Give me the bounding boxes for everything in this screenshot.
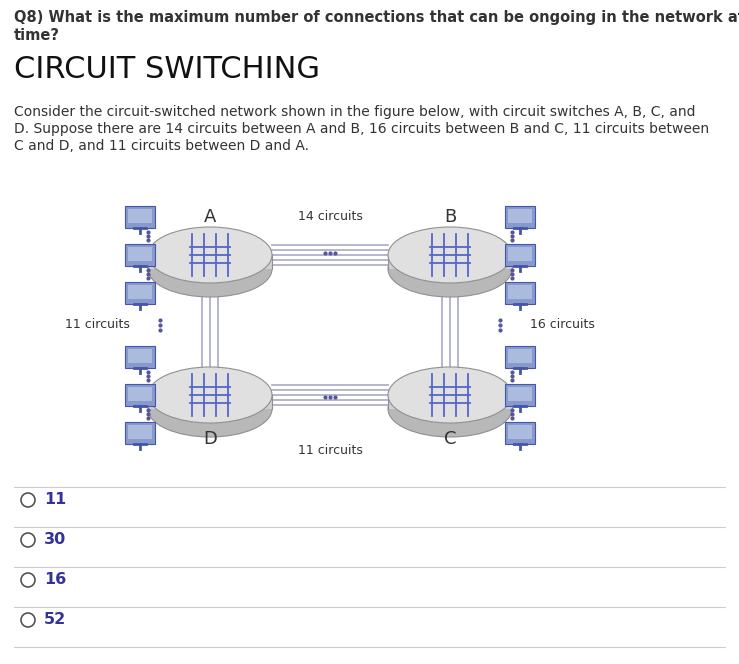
- Bar: [505, 346, 535, 368]
- Text: 11 circuits: 11 circuits: [298, 444, 362, 457]
- Bar: [505, 206, 535, 228]
- Bar: [125, 346, 155, 368]
- Ellipse shape: [148, 381, 272, 437]
- Bar: [125, 282, 155, 304]
- Bar: [505, 244, 535, 266]
- Bar: [128, 387, 152, 401]
- Ellipse shape: [388, 241, 512, 297]
- Bar: [148, 255, 272, 269]
- Text: A: A: [204, 208, 217, 226]
- Bar: [125, 244, 155, 266]
- Text: CIRCUIT SWITCHING: CIRCUIT SWITCHING: [14, 55, 320, 84]
- Bar: [125, 422, 155, 444]
- Bar: [128, 285, 152, 299]
- Text: D. Suppose there are 14 circuits between A and B, 16 circuits between B and C, 1: D. Suppose there are 14 circuits between…: [14, 122, 709, 136]
- Text: D: D: [203, 430, 217, 448]
- Text: 16: 16: [44, 572, 67, 588]
- Bar: [508, 209, 532, 223]
- Text: time?: time?: [14, 28, 60, 43]
- Text: 52: 52: [44, 612, 67, 627]
- Bar: [148, 395, 272, 409]
- Ellipse shape: [388, 381, 512, 437]
- Bar: [128, 349, 152, 363]
- Text: 11 circuits: 11 circuits: [65, 319, 130, 331]
- Text: 14 circuits: 14 circuits: [298, 210, 362, 224]
- Text: C: C: [443, 430, 456, 448]
- Ellipse shape: [388, 367, 512, 423]
- Bar: [128, 247, 152, 261]
- Bar: [508, 387, 532, 401]
- Ellipse shape: [148, 227, 272, 283]
- Bar: [125, 384, 155, 406]
- Bar: [505, 422, 535, 444]
- Text: Consider the circuit-switched network shown in the figure below, with circuit sw: Consider the circuit-switched network sh…: [14, 105, 695, 119]
- Bar: [388, 395, 512, 409]
- Text: 30: 30: [44, 533, 67, 548]
- Ellipse shape: [388, 227, 512, 283]
- Ellipse shape: [148, 367, 272, 423]
- Text: Q8) What is the maximum number of connections that can be ongoing in the network: Q8) What is the maximum number of connec…: [14, 10, 739, 25]
- Bar: [128, 209, 152, 223]
- Bar: [125, 206, 155, 228]
- Text: 11: 11: [44, 493, 67, 507]
- Text: C and D, and 11 circuits between D and A.: C and D, and 11 circuits between D and A…: [14, 139, 309, 153]
- Bar: [508, 247, 532, 261]
- Bar: [505, 282, 535, 304]
- Bar: [508, 425, 532, 439]
- Bar: [508, 285, 532, 299]
- Bar: [508, 349, 532, 363]
- Text: B: B: [444, 208, 456, 226]
- Bar: [388, 255, 512, 269]
- Text: 16 circuits: 16 circuits: [530, 319, 595, 331]
- Bar: [505, 384, 535, 406]
- Bar: [128, 425, 152, 439]
- Ellipse shape: [148, 241, 272, 297]
